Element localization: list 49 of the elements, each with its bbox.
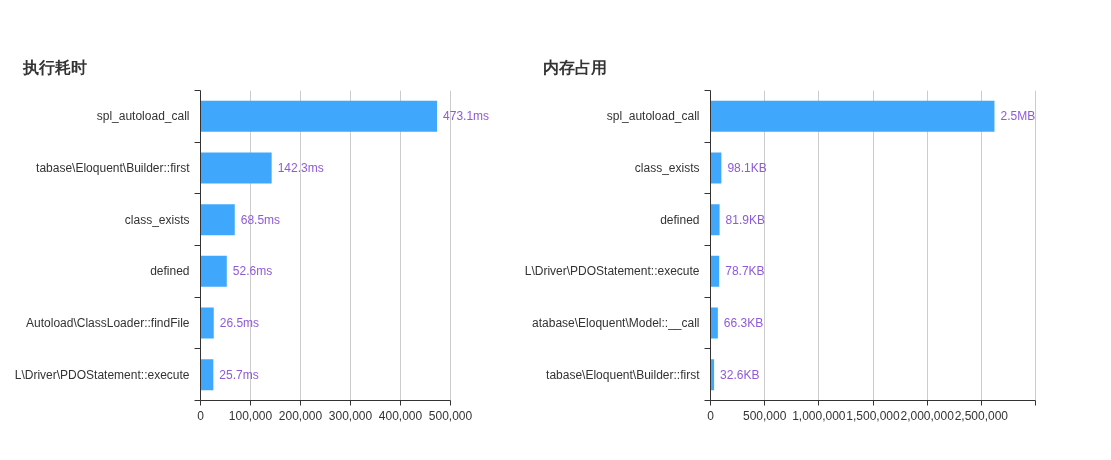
bar — [710, 255, 720, 287]
x-tick-label: 2,000,000 — [900, 408, 955, 423]
bar — [710, 204, 720, 236]
annotation: 66.3KB — [723, 316, 764, 330]
annotation: 98.1KB — [727, 161, 767, 175]
bar — [200, 204, 235, 236]
y-tick-label: L\Driver\PDOStatement::execute — [14, 367, 190, 382]
y-tick-label: spl_autoload_call — [96, 109, 190, 124]
x-tick-label: 0 — [197, 408, 205, 423]
x-tick-label: 100,000 — [228, 408, 273, 423]
x-tick-label: 0 — [707, 408, 715, 423]
bar — [710, 152, 722, 184]
y-tick-label: spl_autoload_call — [606, 109, 700, 124]
bar — [200, 307, 214, 339]
text: 执行耗时 — [21, 58, 87, 76]
bar — [710, 307, 718, 339]
y-tick-label: class_exists — [124, 212, 190, 227]
x-tick-label: 500,000 — [742, 408, 787, 423]
annotation: 142.3ms — [277, 161, 324, 175]
y-tick-label: L\Driver\PDOStatement::execute — [524, 264, 700, 279]
x-tick-label: 1,000,000 — [792, 408, 846, 423]
y-tick-label: tabase\Eloquent\Builder::first — [546, 367, 701, 382]
x-tick-label: 2,500,000 — [954, 408, 1009, 423]
y-tick-label: defined — [150, 264, 190, 279]
y-tick-label: class_exists — [634, 161, 700, 175]
bar — [200, 100, 438, 132]
annotation: 52.6ms — [232, 264, 273, 279]
y-tick-label: tabase\Eloquent\Builder::first — [36, 161, 191, 175]
annotation: 68.5ms — [240, 212, 281, 227]
bar — [200, 152, 272, 184]
bar — [710, 100, 995, 132]
annotation: 2.5MB — [1000, 109, 1036, 124]
x-tick-label: 300,000 — [328, 408, 373, 423]
x-tick-label: 400,000 — [378, 408, 423, 423]
annotation: 473.1ms — [443, 109, 490, 124]
y-tick-label: Autoload\ClassLoader::findFile — [26, 316, 190, 330]
y-tick-label: defined — [660, 212, 700, 227]
x-tick-label: 1,500,000 — [846, 408, 901, 423]
annotation: 81.9KB — [725, 212, 765, 227]
bar — [200, 255, 227, 287]
text: 内存占用 — [542, 58, 607, 76]
annotation: 32.6KB — [720, 367, 760, 382]
y-tick-label: atabase\Eloquent\Model::__call — [532, 316, 700, 330]
annotation: 25.7ms — [219, 367, 259, 382]
x-tick-label: 200,000 — [278, 408, 323, 423]
x-tick-label: 500,000 — [428, 408, 473, 423]
annotation: 78.7KB — [725, 264, 765, 279]
annotation: 26.5ms — [219, 316, 260, 330]
bar — [200, 359, 214, 391]
